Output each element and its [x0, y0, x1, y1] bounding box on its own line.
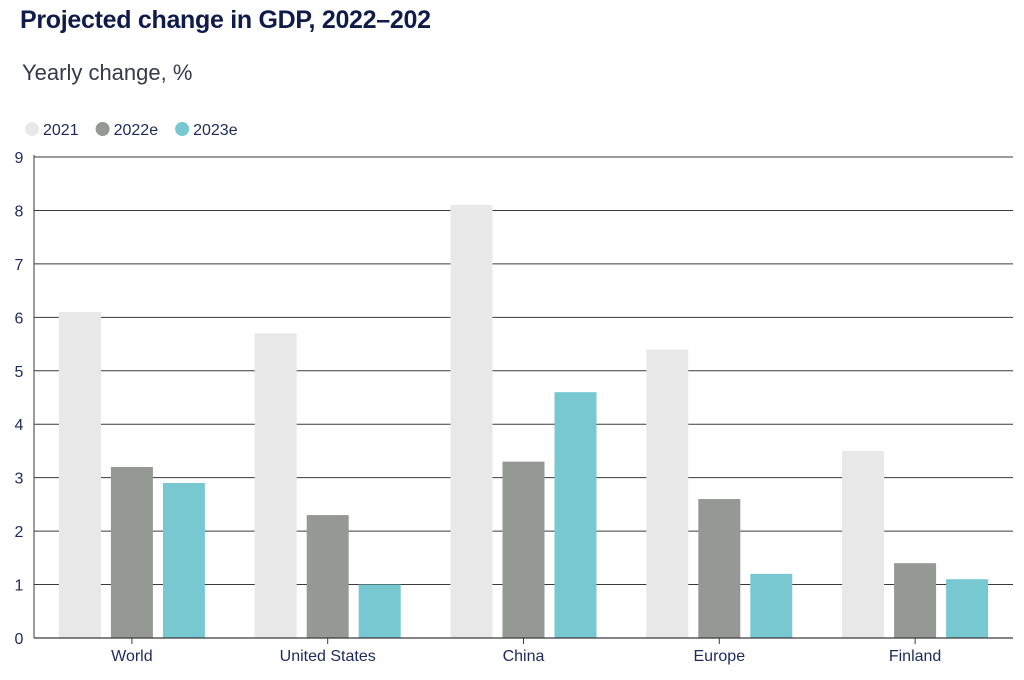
legend-swatch-2021: [25, 122, 39, 136]
bar-europe-2021: [646, 349, 689, 638]
chart-subtitle: Yearly change, %: [22, 60, 193, 85]
bars: [58, 205, 989, 638]
x-axis: World United States China Europe Finland: [34, 637, 1013, 665]
x-tick-label-world: World: [111, 648, 153, 665]
y-axis: 0 1 2 3 4 5 6 7 8 9: [15, 150, 35, 648]
chart-title: Projected change in GDP, 2022–202: [20, 6, 431, 34]
bar-china-2023e: [554, 392, 597, 638]
y-tick-label-9: 9: [15, 150, 24, 167]
bar-world-2023e: [162, 483, 205, 638]
bar-united-states-2023e: [358, 584, 401, 638]
bar-world-2022e: [110, 466, 153, 638]
bar-europe-2023e: [750, 573, 793, 638]
x-tick-label-europe: Europe: [694, 648, 746, 665]
y-tick-label-6: 6: [15, 310, 24, 327]
bar-world-2021: [58, 311, 101, 638]
y-tick-label-7: 7: [15, 257, 24, 274]
legend-swatch-2022e: [95, 122, 110, 136]
bar-china-2021: [450, 205, 493, 638]
bar-united-states-2021: [254, 333, 297, 638]
y-tick-label-8: 8: [15, 203, 24, 220]
y-tick-label-4: 4: [15, 417, 24, 434]
y-tick-label-3: 3: [15, 471, 24, 488]
bar-finland-2022e: [894, 563, 937, 638]
x-tick-label-china: China: [503, 648, 545, 665]
y-tick-label-2: 2: [15, 524, 24, 541]
y-tick-label-5: 5: [15, 364, 24, 381]
legend-label-2022e: 2022e: [114, 122, 159, 139]
legend-swatch-2023e: [175, 122, 190, 136]
x-tick-label-finland: Finland: [889, 648, 941, 665]
bar-finland-2021: [842, 450, 885, 638]
bar-china-2022e: [502, 461, 545, 638]
bar-united-states-2022e: [306, 515, 349, 638]
bar-europe-2022e: [698, 499, 741, 638]
legend-label-2023e: 2023e: [193, 122, 238, 139]
legend: 2021 2022e 2023e: [25, 122, 238, 139]
y-tick-label-0: 0: [15, 631, 24, 648]
y-tick-label-1: 1: [15, 578, 24, 595]
bar-finland-2023e: [946, 579, 989, 638]
x-tick-label-united-states: United States: [280, 648, 376, 665]
legend-label-2021: 2021: [43, 122, 79, 139]
